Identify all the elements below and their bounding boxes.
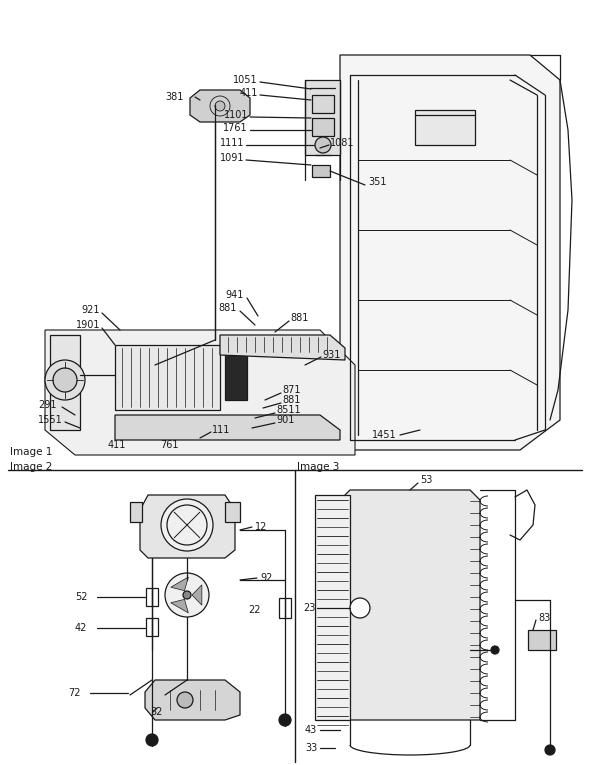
Bar [312, 118, 334, 136]
Circle shape [491, 646, 499, 654]
Text: 1901: 1901 [76, 320, 100, 330]
Text: 881: 881 [282, 395, 300, 405]
Circle shape [183, 591, 191, 599]
Text: Image 1: Image 1 [10, 447, 53, 457]
Bar [130, 502, 142, 522]
Text: 12: 12 [255, 522, 267, 532]
Circle shape [165, 573, 209, 617]
Bar [225, 355, 247, 400]
Text: 881: 881 [218, 303, 237, 313]
Polygon shape [145, 680, 240, 720]
Text: 1551: 1551 [38, 415, 63, 425]
Polygon shape [315, 495, 350, 720]
Text: Image 2: Image 2 [10, 462, 53, 472]
Text: Image 3: Image 3 [297, 462, 339, 472]
Polygon shape [171, 599, 188, 613]
Bar [146, 618, 158, 636]
Text: 1081: 1081 [330, 138, 355, 148]
Text: 32: 32 [150, 707, 162, 717]
Polygon shape [171, 577, 188, 591]
Text: 23: 23 [303, 603, 316, 613]
Text: 52: 52 [75, 592, 87, 602]
Text: 351: 351 [368, 177, 386, 187]
Text: 761: 761 [160, 440, 179, 450]
Text: 83: 83 [538, 613, 550, 623]
Polygon shape [220, 335, 345, 360]
Text: 411: 411 [108, 440, 126, 450]
Text: 411: 411 [240, 88, 258, 98]
Text: 33: 33 [305, 743, 317, 753]
Circle shape [215, 101, 225, 111]
Circle shape [315, 137, 331, 153]
Text: 381: 381 [165, 92, 183, 102]
Circle shape [177, 692, 193, 708]
Bar [528, 630, 556, 650]
Circle shape [53, 368, 77, 392]
Text: 1111: 1111 [219, 138, 244, 148]
Polygon shape [190, 90, 250, 122]
Text: 22: 22 [248, 605, 261, 615]
Circle shape [350, 598, 370, 618]
Polygon shape [50, 335, 80, 430]
Bar [279, 598, 291, 618]
Bar [415, 110, 475, 145]
Polygon shape [192, 584, 202, 605]
Bar [312, 165, 330, 177]
Bar [312, 95, 334, 113]
Text: 941: 941 [225, 290, 243, 300]
Circle shape [161, 499, 213, 551]
Polygon shape [115, 345, 220, 410]
Circle shape [545, 745, 555, 755]
Text: 111: 111 [212, 425, 230, 435]
Polygon shape [340, 490, 480, 720]
Text: 42: 42 [75, 623, 87, 633]
Text: 92: 92 [260, 573, 273, 583]
Text: 291: 291 [38, 400, 57, 410]
Text: 881: 881 [290, 313, 309, 323]
Text: 871: 871 [282, 385, 300, 395]
Text: 1451: 1451 [372, 430, 396, 440]
Text: 1101: 1101 [224, 110, 248, 120]
Text: 72: 72 [68, 688, 80, 698]
Text: 931: 931 [322, 350, 340, 360]
Circle shape [45, 360, 85, 400]
Bar [225, 502, 240, 522]
Polygon shape [45, 330, 355, 455]
Text: 1761: 1761 [224, 123, 248, 133]
Text: 921: 921 [81, 305, 100, 315]
Polygon shape [340, 55, 560, 450]
Text: 43: 43 [305, 725, 317, 735]
Text: 901: 901 [276, 415, 294, 425]
Circle shape [146, 734, 158, 746]
Polygon shape [305, 80, 340, 155]
Text: 53: 53 [420, 475, 432, 485]
Polygon shape [115, 415, 340, 440]
Circle shape [279, 714, 291, 726]
Text: 1091: 1091 [219, 153, 244, 163]
Bar [146, 588, 158, 606]
Text: 8511: 8511 [276, 405, 301, 415]
Text: 1051: 1051 [234, 75, 258, 85]
Polygon shape [140, 495, 235, 558]
